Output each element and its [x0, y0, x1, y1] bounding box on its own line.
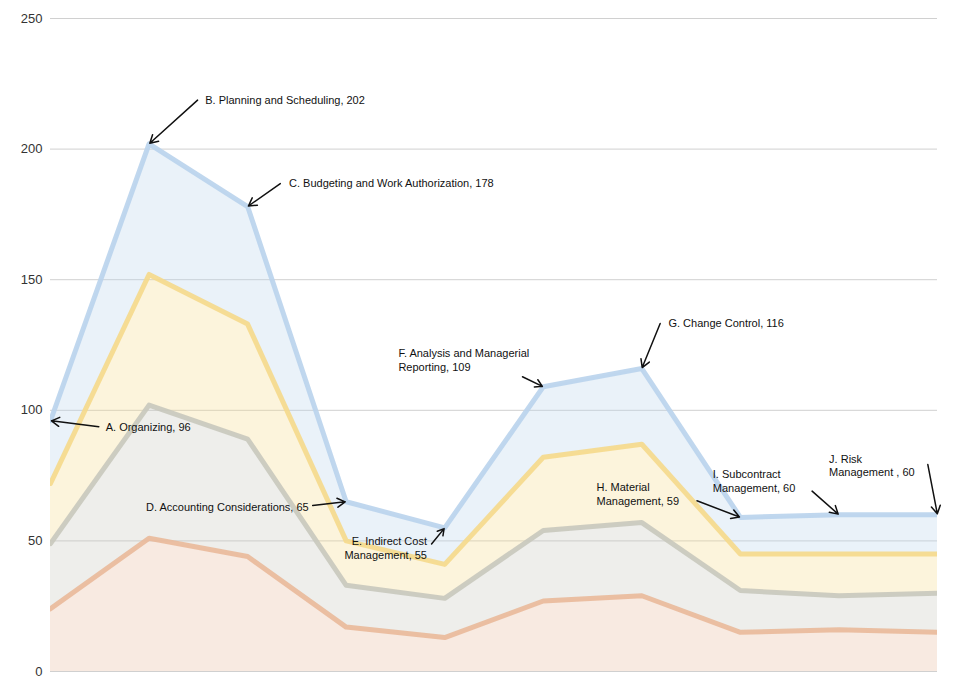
- svg-text:I. SubcontractManagement, 60: I. SubcontractManagement, 60: [713, 468, 796, 494]
- svg-text:E. Indirect CostManagement, 55: E. Indirect CostManagement, 55: [344, 535, 427, 561]
- svg-text:200: 200: [21, 141, 43, 156]
- svg-text:H. MaterialManagement, 59: H. MaterialManagement, 59: [596, 481, 679, 507]
- svg-text:B. Planning and Scheduling, 20: B. Planning and Scheduling, 202: [205, 94, 365, 106]
- svg-text:0: 0: [35, 664, 42, 679]
- svg-text:J. RiskManagement , 60: J. RiskManagement , 60: [829, 453, 915, 479]
- svg-text:150: 150: [21, 272, 43, 287]
- svg-text:A. Organizing, 96: A. Organizing, 96: [106, 421, 191, 433]
- svg-text:D. Accounting Considerations,: D. Accounting Considerations, 65: [146, 501, 309, 513]
- svg-text:250: 250: [21, 11, 43, 26]
- svg-text:G. Change Control, 116: G. Change Control, 116: [668, 317, 783, 329]
- svg-text:50: 50: [28, 533, 42, 548]
- svg-text:C. Budgeting and Work Authoriz: C. Budgeting and Work Authorization, 178: [289, 177, 494, 189]
- svg-text:100: 100: [21, 402, 43, 417]
- svg-text:F. Analysis and ManagerialRepo: F. Analysis and ManagerialReporting, 109: [398, 347, 529, 373]
